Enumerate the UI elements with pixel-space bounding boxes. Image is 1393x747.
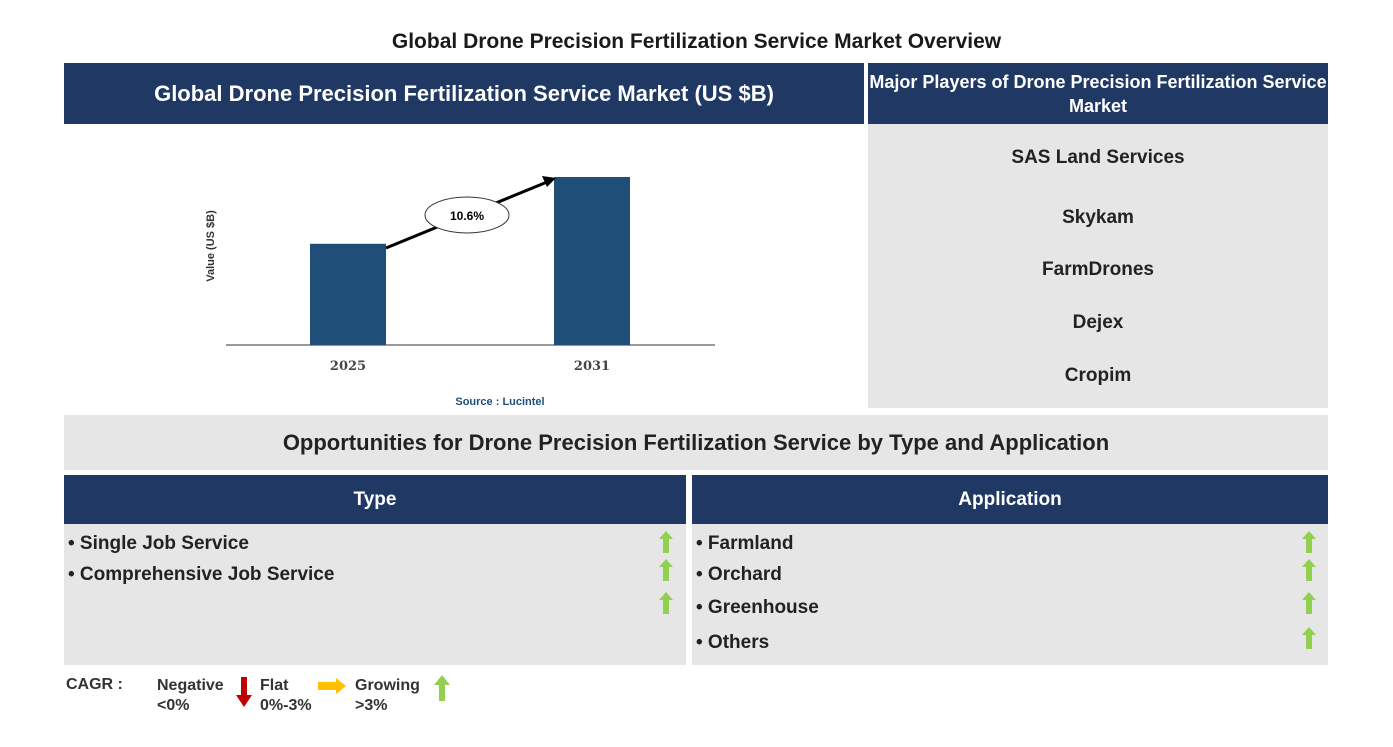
bar-2025 xyxy=(310,243,386,345)
x-tick-label: 2031 xyxy=(574,359,610,374)
application-header: Application xyxy=(692,475,1328,524)
growth-up-arrow-icon xyxy=(659,559,673,581)
cagr-value: 10.6% xyxy=(450,209,484,223)
cagr-arrowhead xyxy=(542,176,556,187)
application-item: • Farmland xyxy=(696,533,794,554)
player-item: Skykam xyxy=(1062,207,1134,228)
application-item: • Others xyxy=(696,632,770,653)
growth-up-arrow-icon xyxy=(659,592,673,614)
right-arrow-icon xyxy=(318,678,346,694)
cagr-legend-label: CAGR : xyxy=(66,676,123,693)
legend-growing: Growing xyxy=(355,677,420,694)
type-item: • Comprehensive Job Service xyxy=(68,564,335,585)
legend-growing-range: >3% xyxy=(355,697,388,714)
legend-negative: Negative xyxy=(157,677,224,694)
application-item: • Greenhouse xyxy=(696,597,819,618)
bar-2031 xyxy=(554,177,630,345)
up-arrow-icon xyxy=(434,675,450,701)
application-item: • Orchard xyxy=(696,564,782,585)
player-item: FarmDrones xyxy=(1042,259,1154,280)
legend-flat-range: 0%-3% xyxy=(260,697,312,714)
type-panel xyxy=(64,524,686,665)
page-title: Global Drone Precision Fertilization Ser… xyxy=(391,30,1002,53)
bar-chart: Value (US $B) 2025 2031 10.6% Source : Lu… xyxy=(205,176,715,408)
legend-flat: Flat xyxy=(260,677,289,694)
growth-up-arrow-icon xyxy=(1302,627,1316,649)
player-item: Cropim xyxy=(1064,365,1132,386)
chart-source: Source : Lucintel xyxy=(455,396,544,408)
chart-header: Global Drone Precision Fertilization Ser… xyxy=(64,63,864,124)
growth-up-arrow-icon xyxy=(1302,559,1316,581)
cagr-bubble xyxy=(424,196,510,234)
players-panel xyxy=(868,124,1328,408)
player-item: SAS Land Services xyxy=(1011,147,1185,168)
y-axis-label: Value (US $B) xyxy=(205,210,217,282)
x-tick-label: 2025 xyxy=(330,359,366,374)
legend-negative-range: <0% xyxy=(157,697,190,714)
growth-up-arrow-icon xyxy=(659,531,673,553)
growth-up-arrow-icon xyxy=(1302,531,1316,553)
opportunities-header: Opportunities for Drone Precision Fertil… xyxy=(64,415,1328,470)
type-item: • Single Job Service xyxy=(68,533,249,554)
down-arrow-icon xyxy=(236,677,252,707)
application-panel xyxy=(692,524,1328,665)
players-header: Major Players of Drone Precision Fertili… xyxy=(868,63,1328,124)
player-item: Dejex xyxy=(1072,312,1124,333)
type-header: Type xyxy=(64,475,686,524)
growth-up-arrow-icon xyxy=(1302,592,1316,614)
